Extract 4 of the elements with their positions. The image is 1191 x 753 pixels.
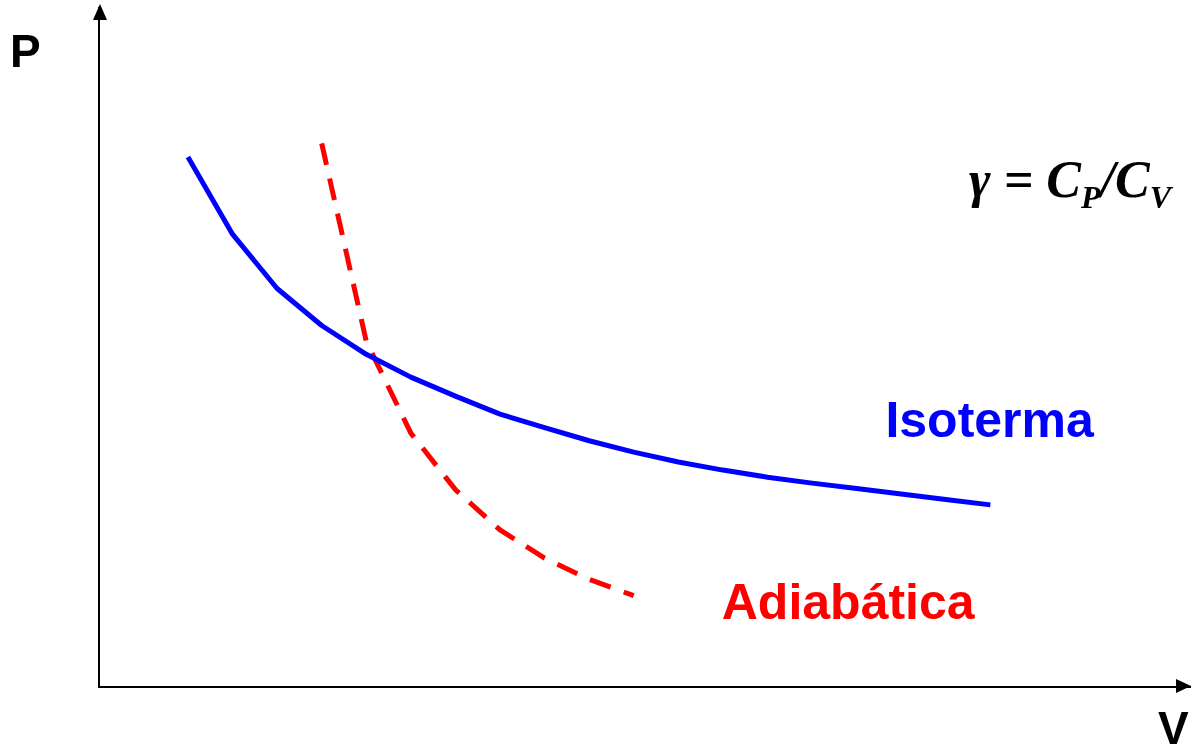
x-axis-title: V xyxy=(1158,702,1189,753)
series-label: Isoterma xyxy=(885,391,1095,448)
series-label: Adiabática xyxy=(721,574,976,631)
y-axis-title: P xyxy=(10,25,41,77)
